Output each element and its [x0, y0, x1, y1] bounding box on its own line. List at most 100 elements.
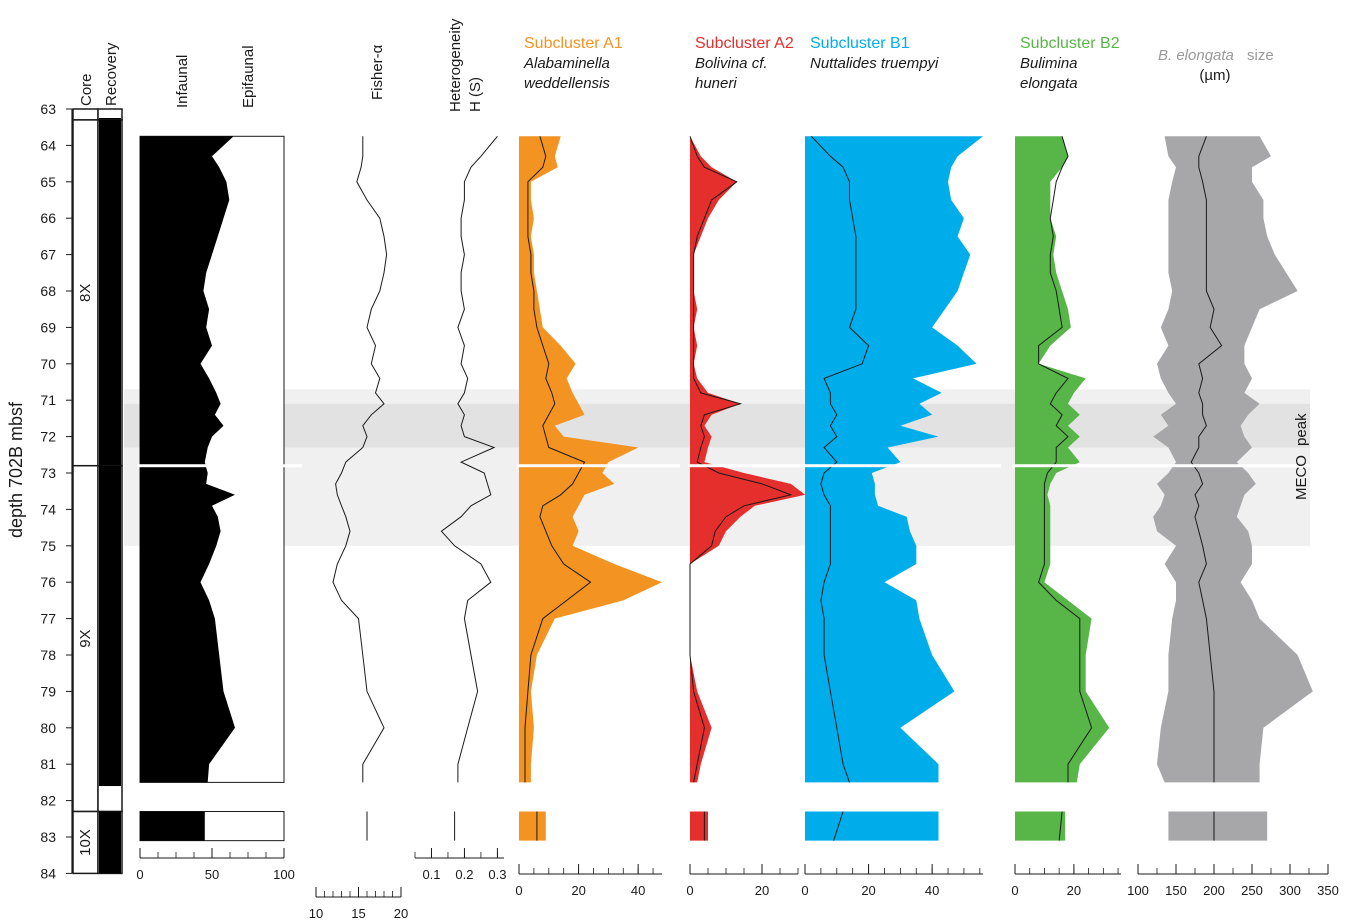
x-axis-b1: 0 20 40 [801, 864, 983, 898]
y-tick-label: 81 [40, 756, 56, 772]
b2-species-name: Bulimina [1020, 55, 1078, 72]
b2-area [1015, 136, 1110, 783]
y-tick-label: 74 [40, 501, 56, 517]
recovered-section [99, 811, 121, 874]
core-break [688, 464, 816, 468]
y-tick-label: 80 [40, 720, 56, 736]
core-box [72, 108, 99, 121]
x-axis-heterogeneity: 0.1 0.2 0.3 [414, 848, 506, 882]
core-label: 9X [77, 629, 94, 647]
y-tick-label: 66 [40, 210, 56, 226]
panel-size [1136, 136, 1346, 841]
infaunal-area [140, 136, 235, 783]
x-axis-a1: 0 20 40 [515, 864, 662, 898]
x-tick-label: 10 [309, 906, 323, 921]
y-tick-label: 84 [40, 865, 56, 881]
panel-b1 [803, 135, 1001, 841]
peak-label: peak [1293, 413, 1310, 446]
epifaunal-header: Epifaunal [240, 45, 257, 108]
a2-species-name: Bolivina cf. [695, 55, 768, 72]
a1-header: Subcluster A1 [524, 35, 623, 52]
x-tick-label: 0.3 [488, 867, 506, 882]
fisher-line [332, 136, 388, 783]
depth-axis: depth 702B mbsf 63 64 65 66 67 68 69 70 71 72 73 74… [6, 101, 73, 881]
recovery-header: Recovery [103, 42, 120, 106]
y-tick-label: 75 [40, 538, 56, 554]
core-box [72, 810, 99, 875]
b1-header: Subcluster B1 [810, 35, 910, 52]
band-labels: peak MECO [1293, 413, 1310, 500]
recovered-section [99, 118, 121, 120]
fisher-header: Fisher-α [369, 44, 386, 100]
b1-mean-line [811, 135, 870, 783]
x-tick-label: 0 [515, 883, 522, 898]
heterogeneity-header: Heterogeneity [447, 18, 464, 112]
y-tick-label: 65 [40, 174, 56, 190]
panel-heterogeneity [440, 135, 498, 841]
size-range [1153, 136, 1313, 783]
x-tick-label: 100 [1127, 883, 1149, 898]
core-break [1136, 464, 1346, 468]
x-axis-infaunal: 0 50 100 [136, 848, 295, 882]
panel-b2 [1013, 136, 1139, 841]
b1-area [805, 136, 983, 783]
y-axis-label: depth 702B mbsf [6, 401, 26, 538]
panel-a1 [517, 136, 680, 841]
y-tick-label: 79 [40, 683, 56, 699]
x-tick-label: 0.2 [455, 867, 473, 882]
a1-area [519, 136, 662, 783]
heterogeneity-header-2: H (S) [467, 77, 484, 112]
panel-fisher [332, 136, 388, 841]
y-tick-label: 83 [40, 829, 56, 845]
x-tick-label: 20 [394, 906, 408, 921]
a2-mean-line [689, 136, 793, 783]
x-tick-label: 20 [755, 883, 769, 898]
size-header: size [1247, 47, 1274, 64]
core-break [1013, 464, 1139, 468]
a1-species-name: weddellensis [524, 75, 610, 92]
b1-mean-line-core10 [833, 811, 844, 841]
x-tick-label: 0 [801, 883, 808, 898]
core-break [517, 464, 680, 468]
x-tick-label: 40 [631, 883, 645, 898]
x-tick-label: 0 [1011, 883, 1018, 898]
y-tick-label: 71 [40, 392, 56, 408]
infaunal-area-core10 [140, 811, 205, 841]
a1-mean-line [524, 136, 592, 783]
y-tick-label: 76 [40, 574, 56, 590]
x-tick-label: 20 [1067, 883, 1081, 898]
core-recovery-column: 8X 9X 10X Core Recovery [72, 42, 123, 875]
b2-mean-line-core10 [1058, 811, 1063, 841]
size-header-species: B. elongata [1158, 47, 1234, 64]
x-tick-label: 200 [1203, 883, 1225, 898]
y-tick-label: 72 [40, 429, 56, 445]
a1-species-name: Alabaminella [523, 55, 610, 72]
core-break [138, 464, 302, 468]
y-tick-label: 64 [40, 137, 56, 153]
x-tick-label: 350 [1317, 883, 1339, 898]
panel-infaunal [138, 135, 302, 842]
y-tick-label: 69 [40, 319, 56, 335]
size-range-core10 [1168, 811, 1268, 841]
recovered-section [99, 465, 121, 787]
x-tick-label: 100 [273, 867, 295, 882]
x-axis-size: 100 150 200 250 300 350 [1127, 864, 1339, 898]
x-tick-label: 150 [1165, 883, 1187, 898]
y-tick-label: 70 [40, 356, 56, 372]
x-tick-label: 0.1 [422, 867, 440, 882]
core-label: 10X [77, 829, 94, 856]
size-mean-line [1190, 136, 1223, 783]
x-tick-label: 40 [925, 883, 939, 898]
recovered-section [99, 119, 121, 466]
heterogeneity-line [440, 135, 498, 783]
x-tick-label: 50 [205, 867, 219, 882]
panel-headers: Infaunal Epifaunal Fisher-α Heterogeneity H … [174, 18, 1274, 112]
x-tick-label: 0 [686, 883, 693, 898]
x-tick-label: 250 [1241, 883, 1263, 898]
y-tick-label: 68 [40, 283, 56, 299]
b1-species-name: Nuttalides truempyi [810, 55, 939, 72]
x-tick-label: 15 [351, 906, 365, 921]
a2-species-name: huneri [695, 75, 737, 92]
size-unit: (µm) [1199, 67, 1230, 84]
